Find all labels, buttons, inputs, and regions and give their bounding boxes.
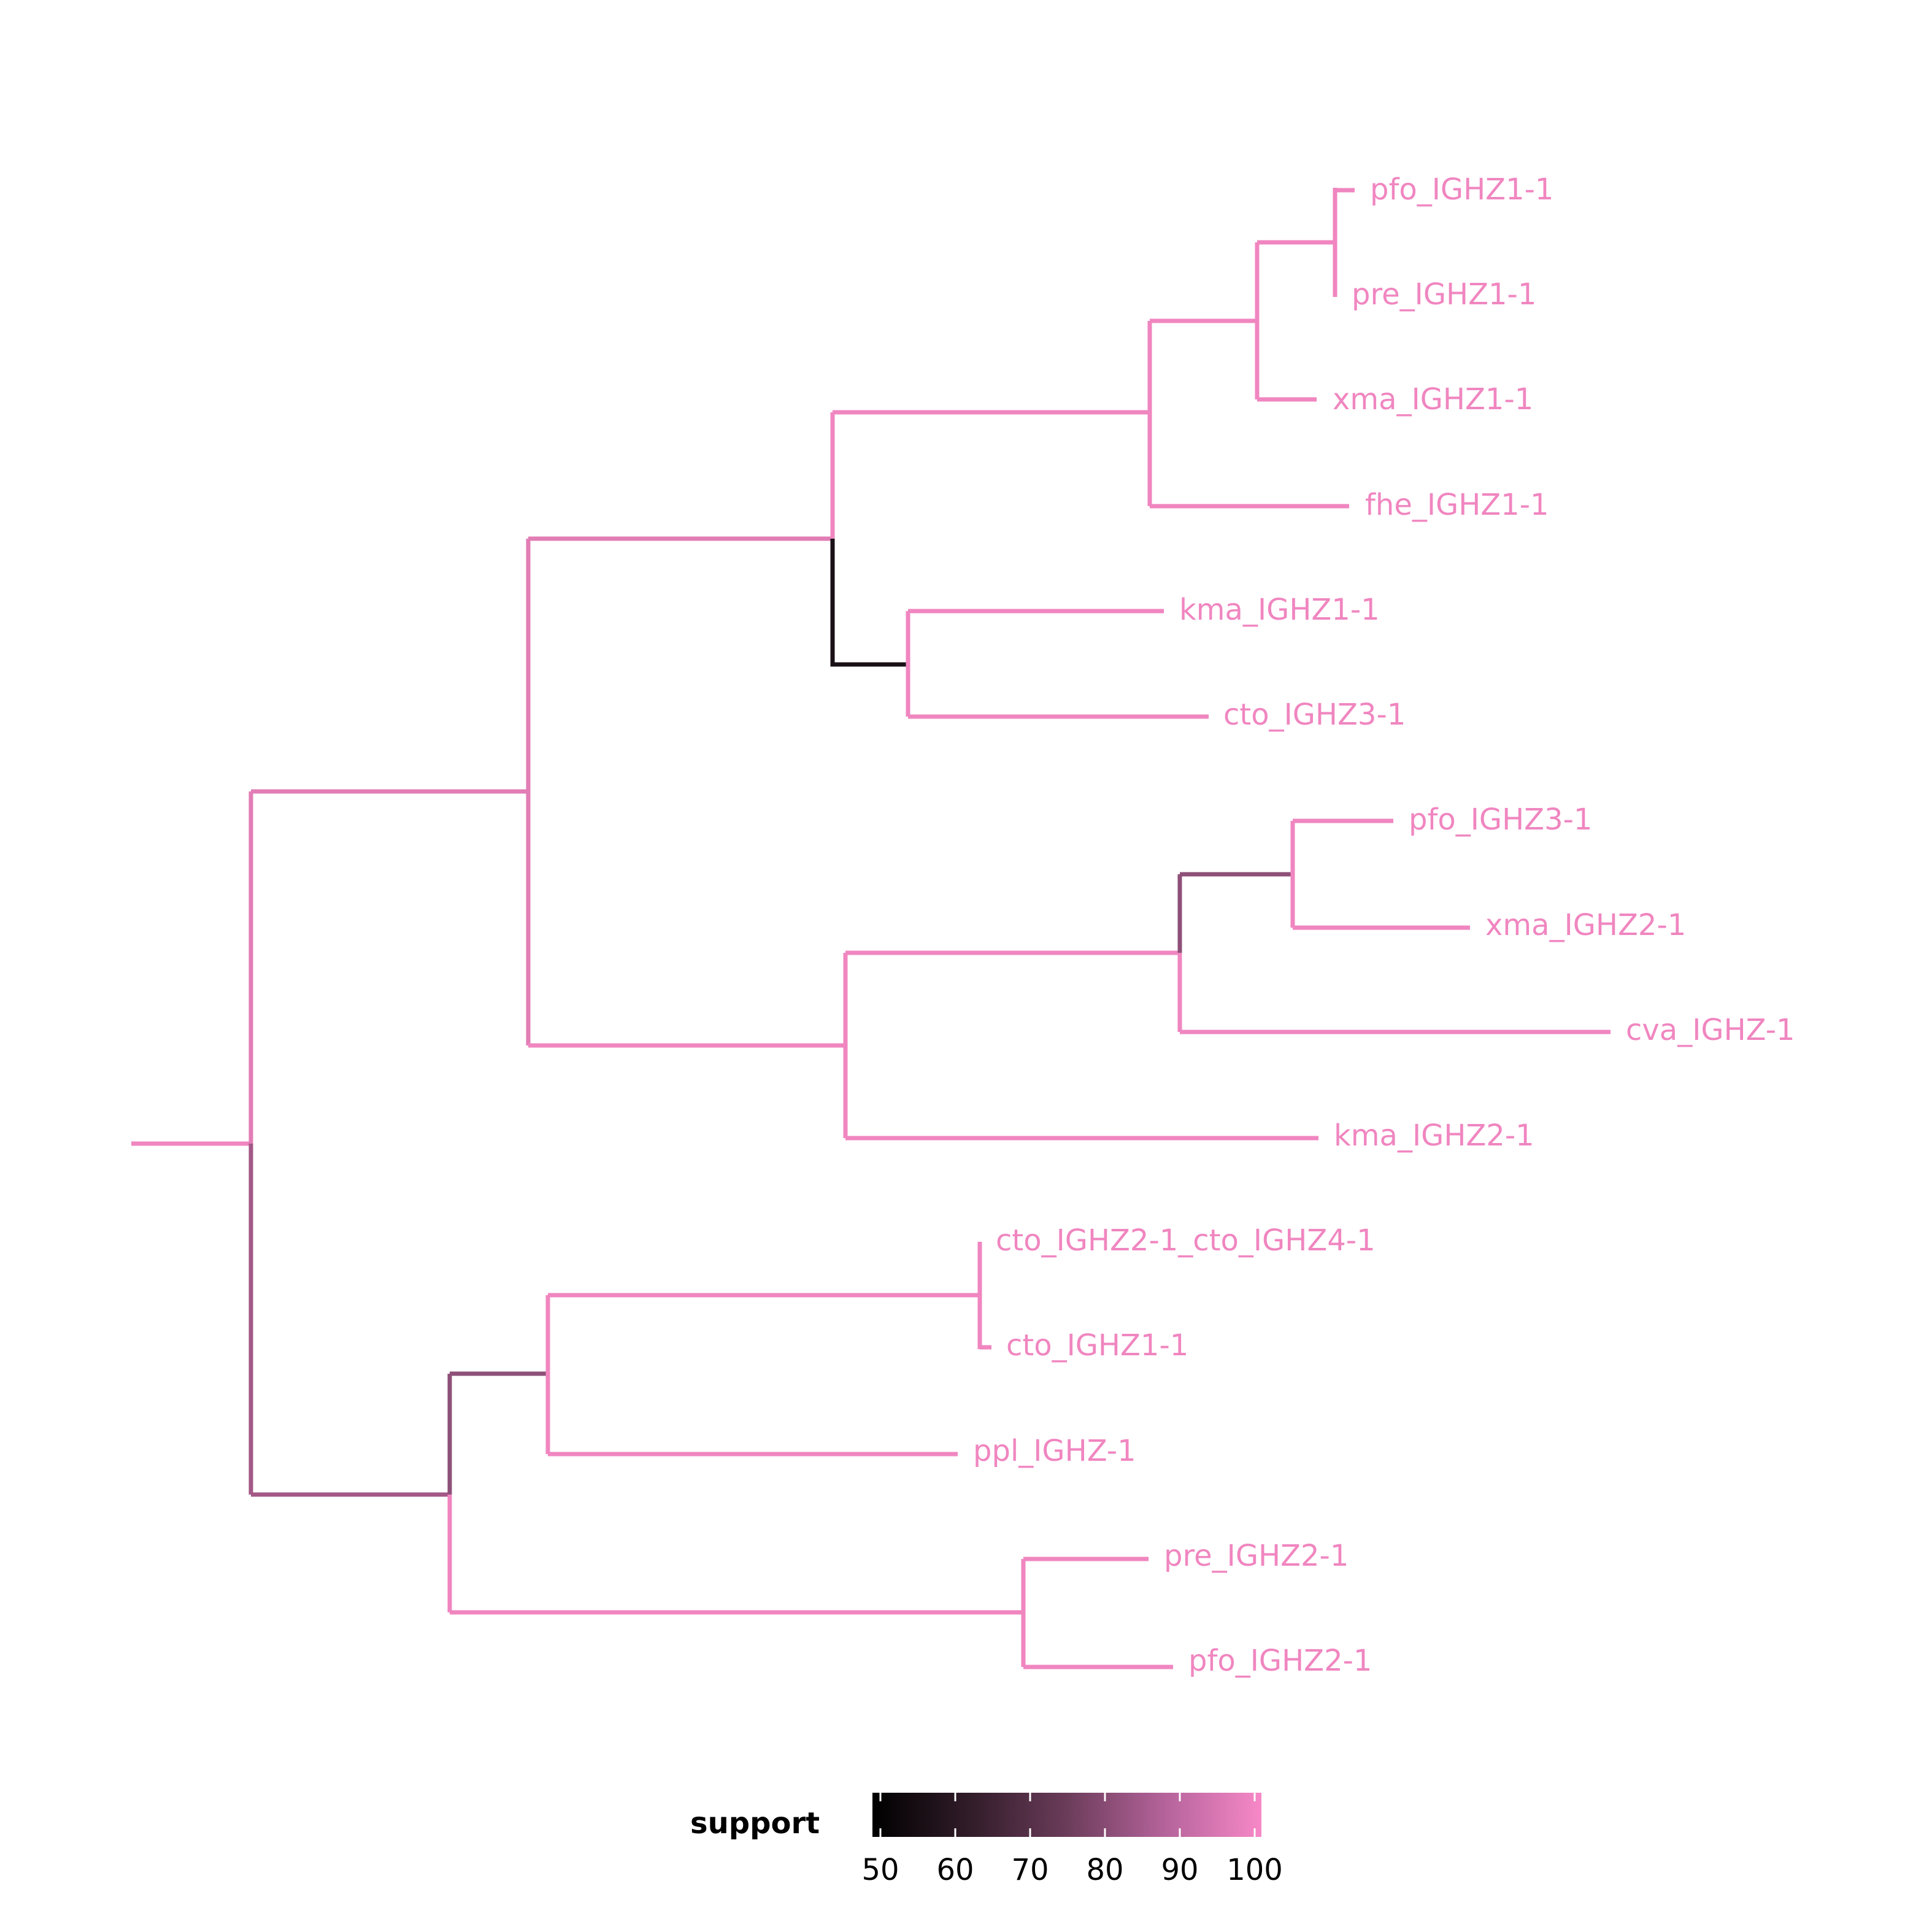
legend-tick-label: 100: [1226, 1853, 1283, 1887]
tree-branches: [131, 188, 1611, 1669]
tip-label: fhe_IGHZ1-1: [1365, 488, 1549, 522]
tip-label: xma_IGHZ1-1: [1333, 382, 1533, 417]
tip-label: cto_IGHZ2-1_cto_IGHZ4-1: [996, 1223, 1376, 1258]
tip-labels: pfo_IGHZ1-1 pre_IGHZ1-1 xma_IGHZ1-1 fhe_IGH…: [973, 172, 1795, 1678]
tip-label: cto_IGHZ1-1: [1006, 1328, 1188, 1363]
tip-label: pfo_IGHZ2-1: [1188, 1644, 1372, 1678]
support-legend: support 50 60 70 80 90 100: [690, 1793, 1283, 1887]
tip-label: ppl_IGHZ-1: [973, 1434, 1136, 1468]
legend-tick-label: 70: [1011, 1853, 1049, 1887]
tip-label: pfo_IGHZ3-1: [1409, 802, 1592, 837]
tip-label: pre_IGHZ2-1: [1164, 1539, 1349, 1573]
tip-label: cva_IGHZ-1: [1626, 1013, 1795, 1047]
branch-clade-a1-low-support: [830, 539, 908, 667]
tip-label: kma_IGHZ2-1: [1334, 1118, 1534, 1153]
legend-tick-label: 60: [936, 1853, 974, 1887]
tip-label: pre_IGHZ1-1: [1352, 277, 1536, 312]
legend-tick-label: 80: [1086, 1853, 1123, 1887]
legend-ticks: 50 60 70 80 90 100: [861, 1793, 1283, 1887]
legend-tick-label: 90: [1161, 1853, 1198, 1887]
legend-tick-label: 50: [861, 1853, 899, 1887]
tip-label: pfo_IGHZ1-1: [1370, 172, 1553, 207]
tip-label: cto_IGHZ3-1: [1223, 698, 1406, 732]
legend-colorbar: [872, 1793, 1261, 1837]
legend-title: support: [690, 1806, 820, 1841]
tip-label: xma_IGHZ2-1: [1485, 908, 1686, 942]
tip-label: kma_IGHZ1-1: [1179, 593, 1380, 627]
